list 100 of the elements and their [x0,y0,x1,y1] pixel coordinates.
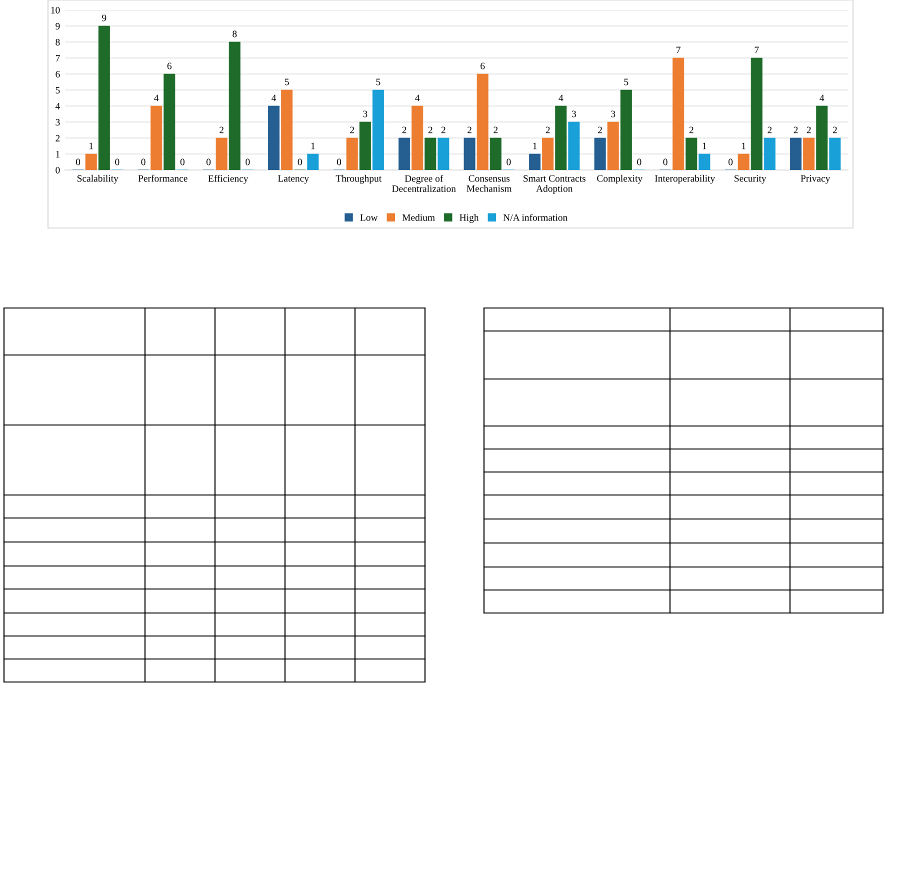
data-label: 4 [558,94,564,102]
bar [438,138,450,170]
bar [412,106,424,170]
data-label: 2 [441,126,446,134]
data-label: 5 [624,78,628,86]
bar [607,122,619,170]
data-label: 2 [494,126,498,134]
data-label: 4 [154,94,159,102]
bar [816,106,828,170]
y-tick-label: 6 [56,70,60,78]
bar [85,154,97,170]
bar [698,154,710,170]
y-tick-label: 4 [55,102,60,110]
data-label: 2 [794,126,798,134]
data-label: 2 [220,126,224,134]
x-tick-label: Scalability [77,174,118,184]
bar [464,138,476,170]
bar [829,138,841,170]
legend-label: Medium [402,214,435,221]
x-tick-label: Complexity [597,174,643,184]
bar [98,26,110,170]
data-label: 2 [468,126,472,134]
data-label: 2 [689,126,694,134]
data-label: 1 [533,142,537,150]
data-label: 2 [806,126,811,134]
y-tick-label: 3 [56,118,60,126]
y-tick-label: 9 [56,22,60,30]
y-tick-label: 1 [56,150,60,158]
data-label: 4 [415,94,420,102]
bar [542,138,554,170]
data-label: 5 [376,78,380,86]
data-label: 1 [311,142,315,150]
bar [228,42,240,170]
data-label: 1 [702,142,706,150]
data-label: 4 [820,94,824,102]
data-label: 0 [298,158,302,166]
bar [738,154,750,170]
data-label: 3 [363,110,368,118]
x-tick-label: Efficiency [208,174,248,184]
data-label: 2 [402,126,406,134]
data-label: 0 [637,158,642,166]
data-label: 0 [506,158,511,166]
data-label: 3 [572,110,576,118]
data-label: 9 [102,14,106,22]
bar [672,58,684,170]
bar [490,138,502,170]
x-tick-label: Smart Contracts Adoption [524,175,586,194]
data-label: 8 [232,30,237,38]
x-tick-label: Privacy [800,175,830,184]
x-tick-label: Throughput [336,174,382,184]
data-label: 0 [336,158,342,166]
data-label: 2 [768,126,772,134]
x-tick-label: Latency [278,175,309,184]
bar [281,90,293,170]
bar [359,122,371,170]
data-label: 3 [611,110,616,118]
data-label: 2 [598,126,602,134]
bar [529,154,541,170]
data-label: 0 [115,158,120,166]
bar [216,138,228,170]
bar [476,74,488,170]
data-label: 6 [167,62,172,70]
data-label: 5 [284,78,289,86]
data-label: 1 [742,142,746,150]
data-label: 2 [546,126,550,134]
data-label: 4 [272,94,276,102]
data-label: 0 [180,158,185,166]
bar [150,106,162,170]
x-tick-label: Security [734,175,766,184]
data-label: 0 [728,158,733,166]
y-tick-label: 10 [51,6,60,14]
data-label: 7 [676,46,680,54]
bar [398,138,410,170]
legend-label: High [460,214,479,223]
x-tick-label: Performance [138,174,188,182]
y-tick-label: 5 [56,87,60,94]
data-label: 1 [90,142,93,150]
data-label: 0 [206,158,211,166]
data-label: 7 [754,46,759,54]
data-label: 6 [480,62,485,70]
bar [764,138,776,170]
bar [372,90,384,170]
bar [568,122,580,170]
y-tick-label: 8 [56,38,60,46]
data-label: 0 [246,158,250,166]
data-label: 0 [663,158,668,166]
y-tick-label: 2 [56,134,60,142]
bar [803,138,815,170]
bar [555,106,567,170]
legend-label: N/A information [503,214,568,221]
bar [307,154,319,170]
y-tick-label: 0 [56,166,60,174]
bar [750,58,762,170]
x-tick-label: Interoperability [654,174,716,184]
bar [594,138,606,170]
bar [346,138,358,170]
data-label: 0 [141,158,146,166]
data-label: 2 [350,126,354,134]
legend-label: Low [360,214,378,221]
bar [268,106,280,170]
